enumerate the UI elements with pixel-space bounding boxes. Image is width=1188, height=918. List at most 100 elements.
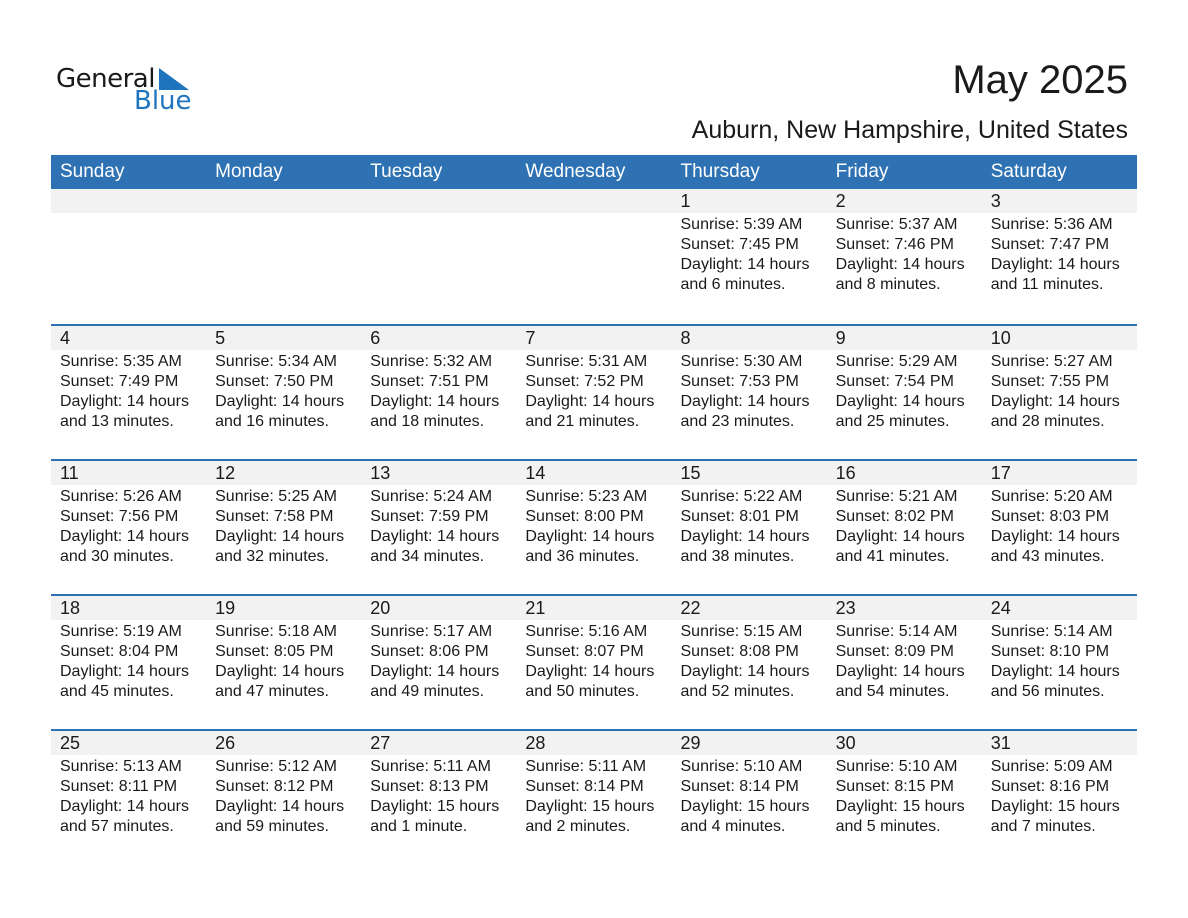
daylight-text: Daylight: 14 hours	[60, 393, 189, 410]
sunrise-text: Sunrise: 5:10 AM	[835, 758, 958, 775]
day-number: 21	[525, 598, 546, 618]
daylight-minutes: and 34 minutes.	[370, 548, 485, 565]
daylight-text: Daylight: 14 hours	[835, 256, 965, 273]
day-number: 30	[835, 733, 856, 753]
daylight-text: Daylight: 15 hours	[370, 798, 500, 815]
sunrise-text: Sunrise: 5:22 AM	[680, 488, 803, 505]
sunset-text: Sunset: 8:08 PM	[680, 643, 799, 660]
daylight-text: Daylight: 15 hours	[680, 798, 810, 815]
daylight-text: Daylight: 14 hours	[990, 663, 1120, 680]
calendar-title: May 2025	[952, 58, 1128, 102]
day-cell-5: 5 Sunrise: 5:34 AM Sunset: 7:50 PM Daylight…	[206, 326, 361, 432]
day-number: 12	[215, 463, 236, 483]
daylight-minutes: and 43 minutes.	[990, 548, 1105, 565]
daylight-minutes: and 49 minutes.	[370, 683, 485, 700]
daylight-minutes: and 16 minutes.	[215, 413, 329, 430]
sunrise-text: Sunrise: 5:15 AM	[680, 623, 803, 640]
sunset-text: Sunset: 7:45 PM	[680, 236, 799, 253]
empty-day-cell	[516, 189, 671, 295]
daylight-minutes: and 52 minutes.	[680, 683, 795, 700]
sunrise-text: Sunrise: 5:36 AM	[990, 216, 1113, 233]
sunrise-text: Sunrise: 5:14 AM	[835, 623, 958, 640]
sunset-text: Sunset: 7:55 PM	[990, 373, 1110, 390]
day-cell-4: 4 Sunrise: 5:35 AM Sunset: 7:49 PM Daylight…	[51, 326, 206, 432]
day-cell-8: 8 Sunrise: 5:30 AM Sunset: 7:53 PM Daylight…	[672, 326, 827, 432]
daylight-minutes: and 56 minutes.	[990, 683, 1105, 700]
day-cell-10: 10 Sunrise: 5:27 AM Sunset: 7:55 PM Dayligh…	[982, 326, 1137, 432]
weekday-monday: Monday	[215, 161, 283, 182]
daylight-minutes: and 36 minutes.	[525, 548, 640, 565]
daylight-minutes: and 6 minutes.	[680, 276, 786, 293]
day-cell-13: 13 Sunrise: 5:24 AM Sunset: 7:59 PM Dayligh…	[361, 461, 516, 567]
weekday-tuesday: Tuesday	[370, 161, 443, 182]
day-number	[60, 189, 206, 213]
daylight-text: Daylight: 14 hours	[835, 528, 965, 545]
generalblue-logo: General Blue	[56, 64, 196, 118]
sunset-text: Sunset: 7:52 PM	[525, 373, 644, 390]
sunrise-text: Sunrise: 5:16 AM	[525, 623, 648, 640]
day-number: 19	[215, 598, 236, 618]
day-number	[525, 189, 671, 213]
day-cell-11: 11 Sunrise: 5:26 AM Sunset: 7:56 PM Dayligh…	[51, 461, 206, 567]
daylight-minutes: and 11 minutes.	[990, 276, 1104, 293]
day-number: 16	[835, 463, 856, 483]
daylight-minutes: and 28 minutes.	[990, 413, 1105, 430]
daylight-text: Daylight: 14 hours	[525, 528, 655, 545]
logo-text-general: General	[56, 64, 155, 94]
sunset-text: Sunset: 7:59 PM	[370, 508, 489, 525]
day-number: 8	[680, 328, 691, 348]
daylight-text: Daylight: 14 hours	[680, 663, 810, 680]
daylight-text: Daylight: 14 hours	[60, 528, 189, 545]
day-cell-23: 23 Sunrise: 5:14 AM Sunset: 8:09 PM Dayligh…	[827, 596, 982, 702]
daylight-text: Daylight: 14 hours	[835, 393, 965, 410]
day-number: 23	[835, 598, 856, 618]
sunrise-text: Sunrise: 5:17 AM	[370, 623, 493, 640]
daylight-minutes: and 21 minutes.	[525, 413, 640, 430]
day-cell-2: 2 Sunrise: 5:37 AM Sunset: 7:46 PM Daylight…	[827, 189, 982, 295]
empty-day-cell	[51, 189, 206, 295]
day-cell-12: 12 Sunrise: 5:25 AM Sunset: 7:58 PM Dayligh…	[206, 461, 361, 567]
day-cell-6: 6 Sunrise: 5:32 AM Sunset: 7:51 PM Daylight…	[361, 326, 516, 432]
sunrise-text: Sunrise: 5:20 AM	[990, 488, 1113, 505]
weekday-header: Sunday Monday Tuesday Wednesday Thursday Frid…	[51, 155, 1137, 189]
day-number: 11	[60, 463, 79, 483]
sunset-text: Sunset: 7:47 PM	[990, 236, 1110, 253]
day-cell-20: 20 Sunrise: 5:17 AM Sunset: 8:06 PM Dayligh…	[361, 596, 516, 702]
logo-text-blue: Blue	[134, 86, 192, 116]
day-cell-16: 16 Sunrise: 5:21 AM Sunset: 8:02 PM Dayligh…	[827, 461, 982, 567]
day-cell-15: 15 Sunrise: 5:22 AM Sunset: 8:01 PM Dayligh…	[672, 461, 827, 567]
sunset-text: Sunset: 8:05 PM	[215, 643, 334, 660]
day-cell-18: 18 Sunrise: 5:19 AM Sunset: 8:04 PM Dayligh…	[51, 596, 206, 702]
day-number: 15	[680, 463, 701, 483]
day-number: 28	[525, 733, 546, 753]
daylight-minutes: and 54 minutes.	[835, 683, 950, 700]
day-number: 10	[990, 328, 1011, 348]
sunrise-text: Sunrise: 5:25 AM	[215, 488, 337, 505]
sunset-text: Sunset: 8:09 PM	[835, 643, 954, 660]
daylight-text: Daylight: 15 hours	[835, 798, 965, 815]
sunrise-text: Sunrise: 5:21 AM	[835, 488, 958, 505]
sunset-text: Sunset: 7:58 PM	[215, 508, 334, 525]
day-cell-22: 22 Sunrise: 5:15 AM Sunset: 8:08 PM Dayligh…	[672, 596, 827, 702]
sunrise-text: Sunrise: 5:34 AM	[215, 353, 337, 370]
day-number: 1	[680, 191, 691, 211]
daylight-text: Daylight: 14 hours	[835, 663, 965, 680]
day-cell-25: 25 Sunrise: 5:13 AM Sunset: 8:11 PM Dayligh…	[51, 731, 206, 837]
day-number: 14	[525, 463, 546, 483]
week-row: 1 Sunrise: 5:39 AM Sunset: 7:45 PM Daylight…	[51, 189, 1137, 324]
sunset-text: Sunset: 8:03 PM	[990, 508, 1110, 525]
date-band	[51, 596, 1137, 620]
date-band	[51, 189, 1137, 213]
calendar-grid: Sunday Monday Tuesday Wednesday Thursday Frid…	[51, 155, 1137, 864]
sunset-text: Sunset: 8:02 PM	[835, 508, 954, 525]
daylight-text: Daylight: 14 hours	[680, 528, 810, 545]
daylight-minutes: and 18 minutes.	[370, 413, 485, 430]
day-number	[215, 189, 361, 213]
daylight-text: Daylight: 14 hours	[370, 663, 500, 680]
date-band	[51, 461, 1137, 485]
day-number	[370, 189, 516, 213]
daylight-text: Daylight: 14 hours	[990, 393, 1120, 410]
daylight-text: Daylight: 14 hours	[990, 256, 1120, 273]
calendar-location: Auburn, New Hampshire, United States	[691, 116, 1128, 144]
sunset-text: Sunset: 8:06 PM	[370, 643, 489, 660]
